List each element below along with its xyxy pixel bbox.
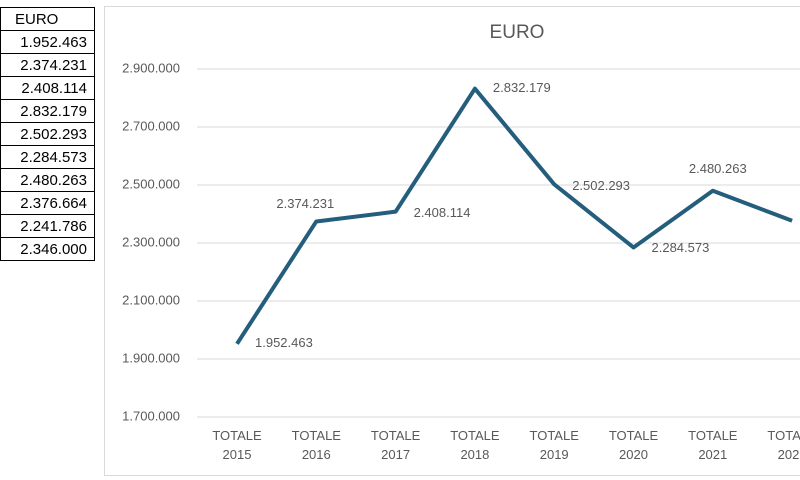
- cell: 1.952.463: [0, 30, 95, 54]
- data-label: 2.502.293: [572, 178, 630, 193]
- cell: 2.502.293: [0, 122, 95, 146]
- row: 2.346.000: [0, 237, 95, 261]
- y-tick-label: 2.700.000: [122, 118, 180, 133]
- row: 2.241.786: [0, 214, 95, 238]
- data-table: EURO 1.952.463 2.374.231 2.408.114 2.832.17…: [0, 7, 95, 261]
- row: 2.832.179: [0, 99, 95, 123]
- line: [235, 86, 793, 345]
- data-label: 2.832.179: [493, 80, 551, 95]
- row: 1.952.463: [0, 30, 95, 54]
- row: 2.408.114: [0, 76, 95, 100]
- y-tick-label: 2.100.000: [122, 292, 180, 307]
- row: 2.376.664: [0, 191, 95, 215]
- header-row: EURO: [0, 7, 95, 31]
- cell: 2.408.114: [0, 76, 95, 100]
- x-tick-label: TOTALE 2021: [688, 428, 738, 462]
- data-label: 1.952.463: [255, 335, 313, 350]
- y-tick-label: 1.900.000: [122, 350, 180, 365]
- data-label: 2.374.231: [276, 196, 334, 211]
- y-tick-label: 1.700.000: [122, 408, 180, 423]
- x-tick-label: TOTALE 2019: [530, 428, 580, 462]
- data-label: 2.284.573: [652, 240, 710, 255]
- cell: 2.346.000: [0, 237, 95, 261]
- x-tick-label: TOTALE 2015: [212, 428, 262, 462]
- y-tick-label: 2.900.000: [122, 60, 180, 75]
- chart-title: EURO: [490, 22, 545, 43]
- data-label: 2.480.263: [689, 161, 747, 176]
- x-tick-label: TOTALE 2016: [292, 428, 342, 462]
- y-tick-label: 2.500.000: [122, 176, 180, 191]
- table-body: EURO 1.952.463 2.374.231 2.408.114 2.832.17…: [0, 7, 95, 261]
- y-tick-label: 2.300.000: [122, 234, 180, 249]
- x-tick-label: TOTALE 2020: [609, 428, 659, 462]
- cell: 2.284.573: [0, 145, 95, 169]
- x-tick-label: TOTALE2022: [767, 428, 800, 462]
- x-tick-label: TOTALE 2018: [450, 428, 500, 462]
- header-cell: EURO: [0, 7, 95, 31]
- row: 2.284.573: [0, 145, 95, 169]
- cell: 2.241.786: [0, 214, 95, 238]
- cell: 2.480.263: [0, 168, 95, 192]
- row: 2.502.293: [0, 122, 95, 146]
- row: 2.480.263: [0, 168, 95, 192]
- x-tick-label: TOTALE 2017: [371, 428, 421, 462]
- chart-area: [104, 6, 800, 476]
- cell: 2.832.179: [0, 99, 95, 123]
- cell: 2.376.664: [0, 191, 95, 215]
- data-label: 2.408.114: [414, 205, 471, 220]
